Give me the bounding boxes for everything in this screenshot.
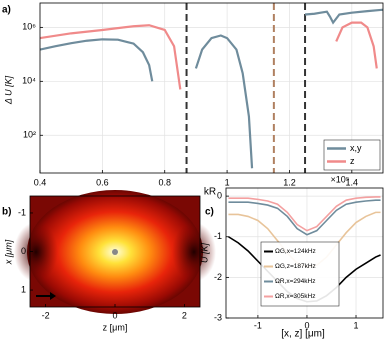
y-multiplier: ×10⁵	[331, 174, 350, 184]
x-axis-label: kR	[204, 187, 216, 198]
y-tick-label: 10⁴	[22, 76, 36, 86]
x-tick-label: -1	[254, 320, 262, 330]
y-tick-label: -1	[18, 207, 26, 217]
legend-label: z	[350, 156, 355, 166]
panel: -2 0 2 -1 0 1 b) z [μm] x [μm]	[2, 195, 201, 332]
y-tick-label: -1	[214, 231, 222, 241]
x-tick-label: 0.8	[158, 177, 171, 187]
plot-frame	[39, 2, 384, 174]
legend-label: ΩG,z=187kHz	[275, 263, 316, 270]
y-axis-label: Δ U [K]	[3, 75, 13, 105]
x-tick-label: 1.2	[283, 177, 296, 187]
plot-frame	[29, 195, 201, 308]
panel-label: c)	[205, 207, 214, 218]
x-tick-label: 2	[182, 310, 187, 320]
y-tick-label: -2	[214, 272, 222, 282]
x-tick-label: 0	[112, 310, 117, 320]
x-tick-label: 0	[304, 320, 309, 330]
heatmap-image	[14, 190, 216, 314]
legend-label: ΩG,x=124kHz	[275, 248, 316, 255]
x-tick-label: 0.6	[96, 177, 109, 187]
y-tick-label: -3	[214, 312, 222, 322]
x-tick-label: 1	[354, 320, 359, 330]
x-axis-label: z [μm]	[103, 322, 128, 332]
x-axis-label: [x, z] [μm]	[281, 329, 325, 339]
y-tick-label: 0	[217, 191, 222, 201]
x-tick-label: 0.4	[34, 177, 47, 187]
x-tick-label: 1.4	[346, 177, 359, 187]
series-line	[40, 21, 378, 90]
y-tick-label: 1	[21, 284, 26, 294]
panel-label: a)	[2, 5, 11, 16]
legend-box	[323, 139, 381, 171]
y-axis-label: x [μm]	[3, 239, 13, 265]
y-tick-label: 0	[21, 246, 26, 256]
x-tick-label: -2	[42, 310, 50, 320]
series-line	[228, 199, 381, 236]
y-tick-label: 10²	[23, 130, 36, 140]
x-tick-label: 1	[225, 177, 230, 187]
panel-label: b)	[2, 207, 11, 218]
legend-label: x,y	[350, 143, 362, 153]
panel: 0.4 0.6 0.8 1 1.2 1.4 10² 10⁴ 10⁶ x,y z a) kR Δ U [K]	[2, 2, 384, 198]
y-tick-label: 10⁶	[22, 22, 36, 32]
legend-label: ΩR,x=305kHz	[275, 293, 315, 300]
legend-box	[260, 241, 340, 307]
series-line	[228, 196, 381, 232]
legend-label: ΩR,x=294kHz	[275, 278, 315, 285]
series-line	[40, 8, 383, 169]
panel: -1 0 1-3-2-10ΩG,x=124kHzΩG,z=187kHzΩR,x=29…	[199, 174, 384, 339]
plot-frame	[225, 187, 384, 319]
y-axis-label: U [K]	[199, 243, 209, 264]
